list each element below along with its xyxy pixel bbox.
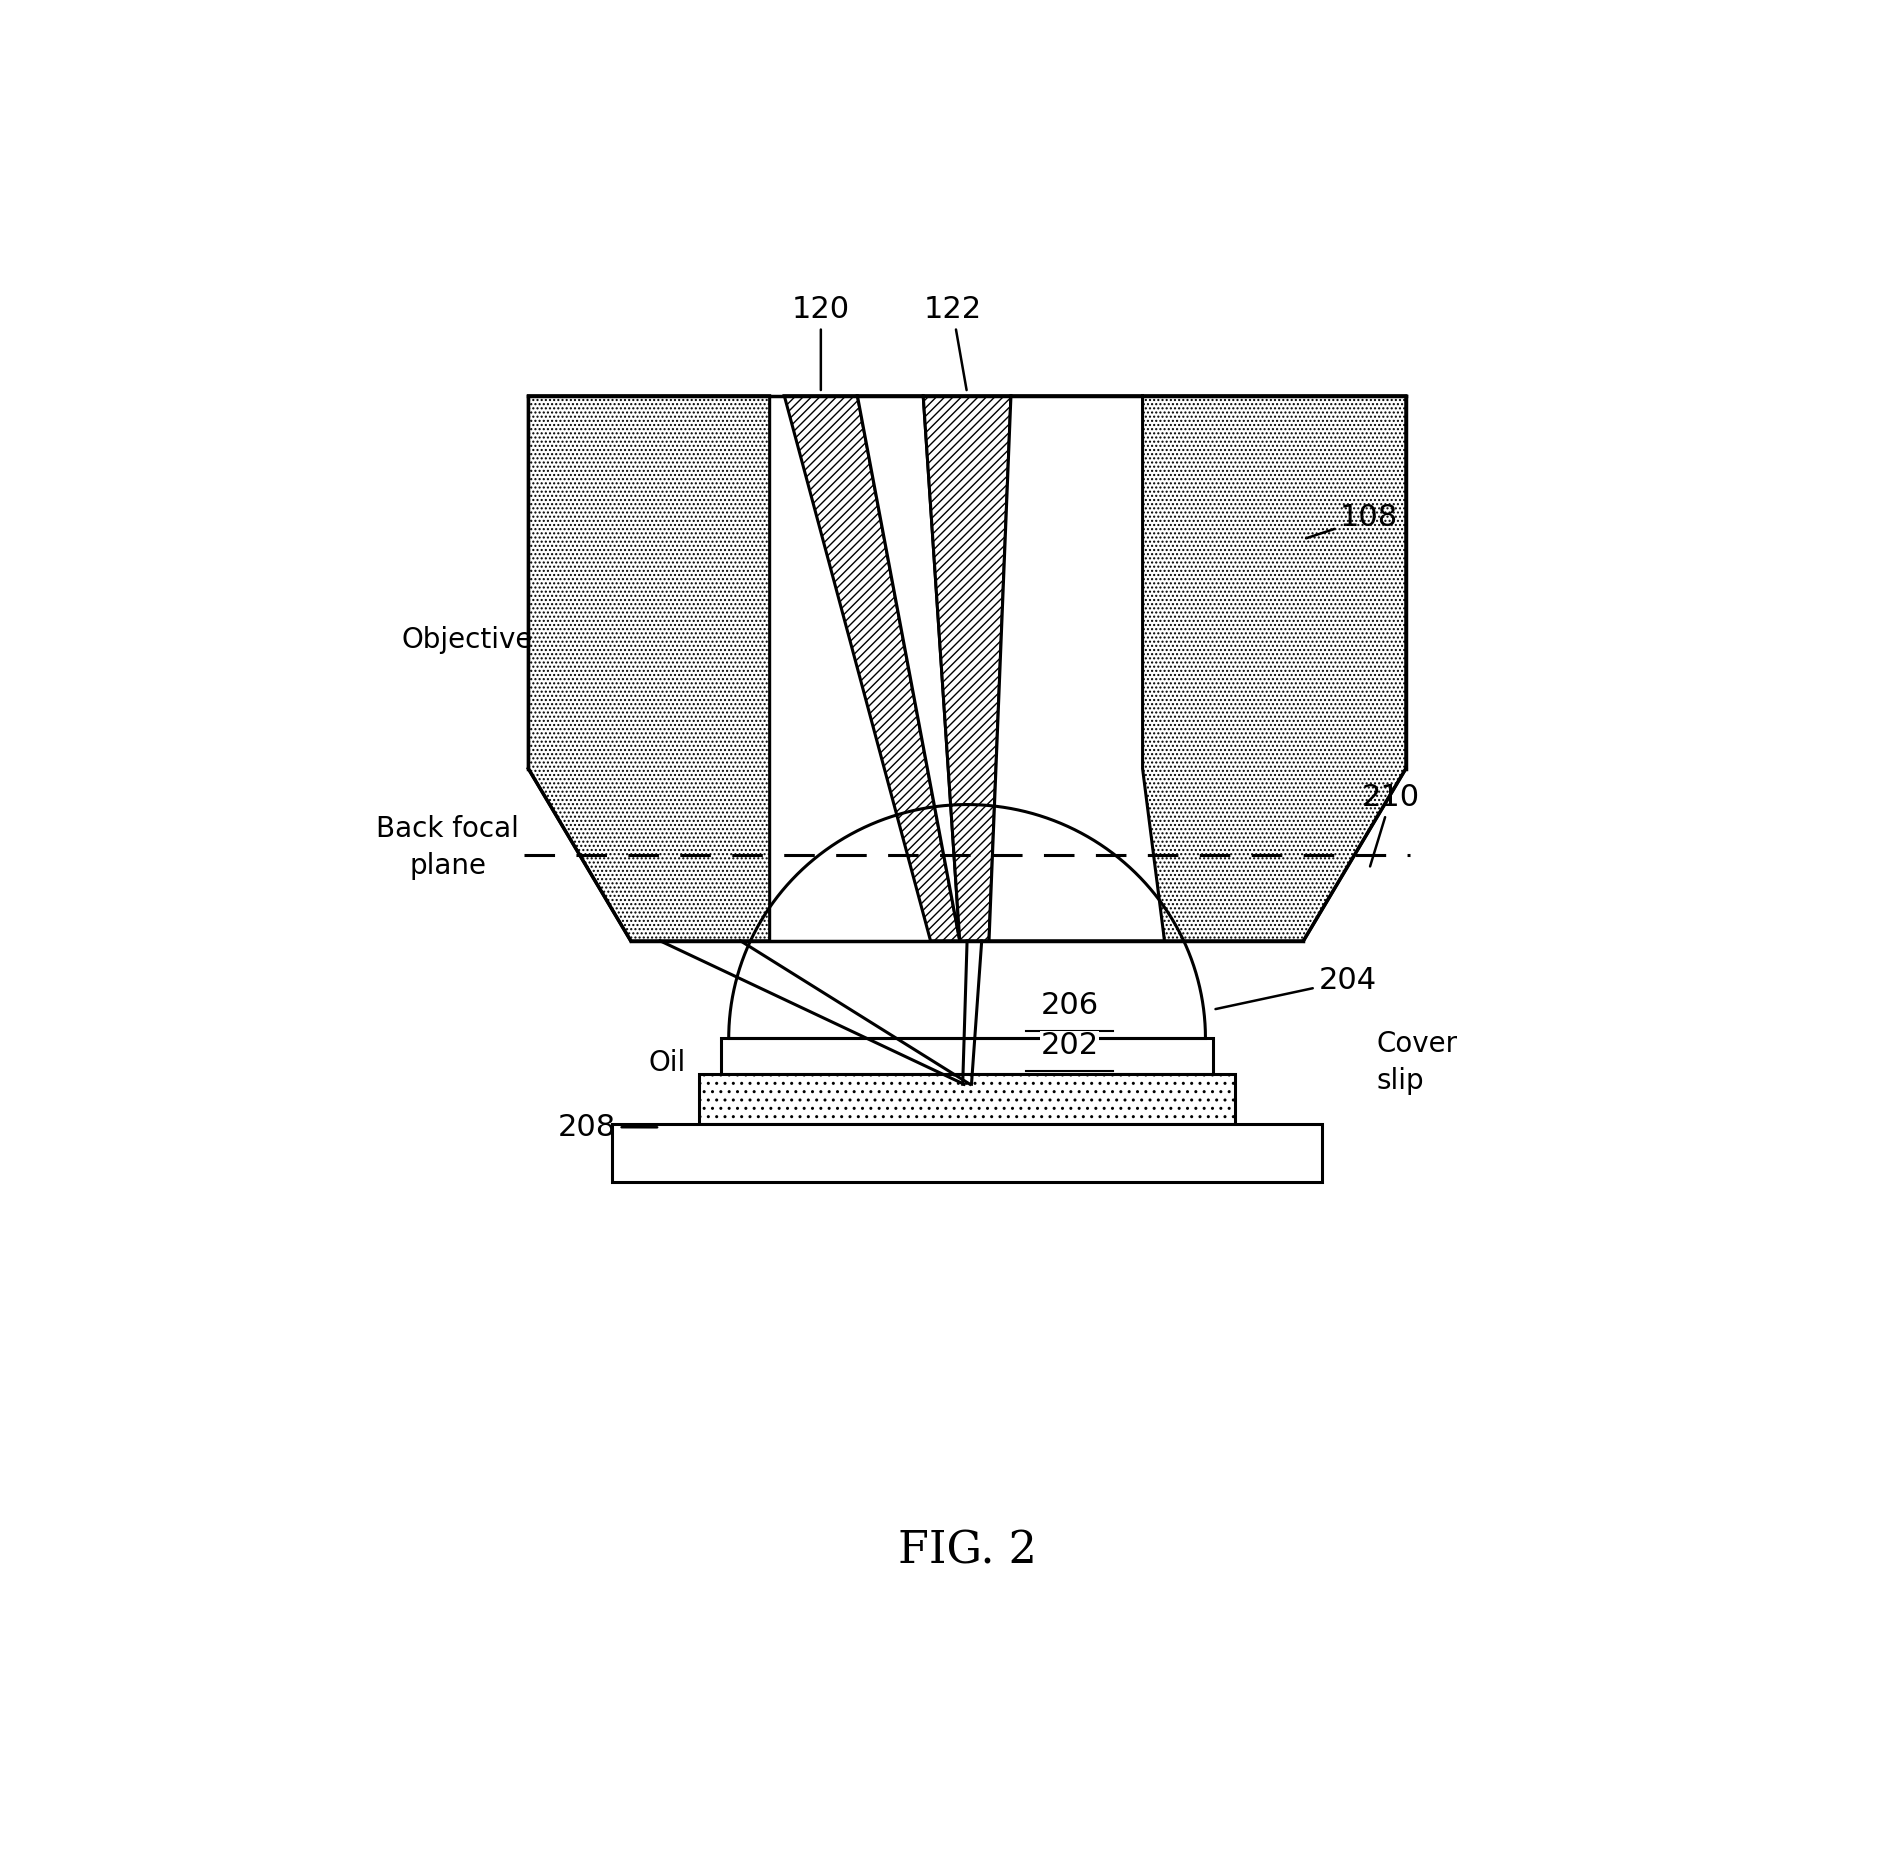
Polygon shape	[1144, 395, 1406, 941]
Bar	[700, 1075, 1234, 1125]
Polygon shape	[923, 395, 1011, 941]
Text: Objective: Objective	[402, 626, 532, 654]
Bar	[721, 1038, 1213, 1075]
Text: 210: 210	[1362, 782, 1421, 866]
Text: Oil: Oil	[649, 1049, 685, 1077]
Text: FIG. 2: FIG. 2	[898, 1530, 1036, 1572]
Polygon shape	[785, 395, 960, 941]
Bar	[611, 1125, 1323, 1181]
Text: 206: 206	[1040, 991, 1098, 1019]
Polygon shape	[857, 395, 960, 941]
Text: Cover
slip: Cover slip	[1378, 1030, 1457, 1095]
Text: 208: 208	[559, 1112, 657, 1142]
Text: 122: 122	[923, 294, 981, 389]
Text: 120: 120	[793, 294, 849, 389]
Text: Back focal
plane: Back focal plane	[377, 816, 519, 879]
Text: 202: 202	[1040, 1030, 1098, 1060]
Text: 108: 108	[1306, 503, 1398, 538]
Text: 204: 204	[1215, 967, 1376, 1010]
Polygon shape	[989, 395, 1164, 941]
Polygon shape	[528, 395, 770, 941]
